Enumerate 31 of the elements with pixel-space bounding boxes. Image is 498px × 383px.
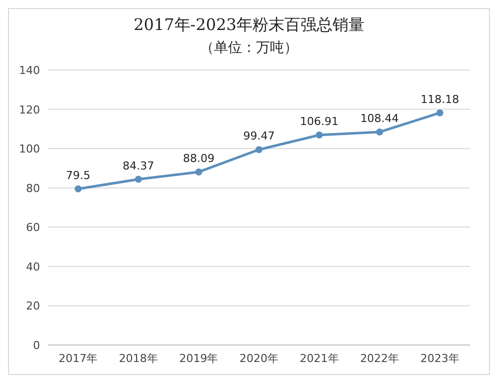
y-tick-label: 100 <box>19 142 40 156</box>
point <box>436 109 444 116</box>
point <box>195 168 202 176</box>
point <box>316 132 323 138</box>
x-tick-label: 2018年 <box>118 352 158 365</box>
x-tick-label: 2020年 <box>240 352 278 365</box>
data-label: 79.5 <box>66 168 90 182</box>
x-tick-label: 2017年 <box>58 352 98 365</box>
data-label: 108.44 <box>360 112 399 125</box>
data-label: 88.09 <box>182 152 214 165</box>
chart-subtitle: （单位：万吨） <box>200 40 298 56</box>
y-tick-label: 140 <box>19 64 40 77</box>
point <box>256 146 262 154</box>
x-tick-label: 2023年 <box>420 352 460 365</box>
y-tick-label: 40 <box>26 260 40 274</box>
data-label: 84.37 <box>122 159 154 172</box>
data-label: 118.18 <box>420 92 460 106</box>
y-tick-label: 80 <box>26 182 40 195</box>
y-tick-label: 120 <box>19 103 40 116</box>
point <box>376 128 384 136</box>
y-tick-label: 20 <box>26 300 40 313</box>
chart-title: 2017年-2023年粉末百强总销量 <box>134 15 364 34</box>
y-tick-label: 0 <box>33 339 40 352</box>
data-label: 106.91 <box>300 115 339 128</box>
point <box>134 176 142 183</box>
x-tick-label: 2022年 <box>360 352 400 365</box>
x-tick-label: 2021年 <box>300 352 339 365</box>
data-label: 99.47 <box>243 130 275 143</box>
y-tick-label: 60 <box>26 221 40 234</box>
point <box>74 185 82 192</box>
x-tick-label: 2019年 <box>179 352 218 365</box>
